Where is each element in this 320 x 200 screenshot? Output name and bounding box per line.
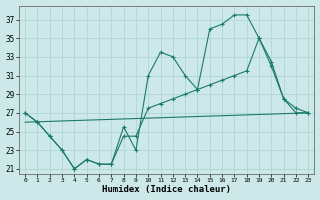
X-axis label: Humidex (Indice chaleur): Humidex (Indice chaleur) [102, 185, 231, 194]
